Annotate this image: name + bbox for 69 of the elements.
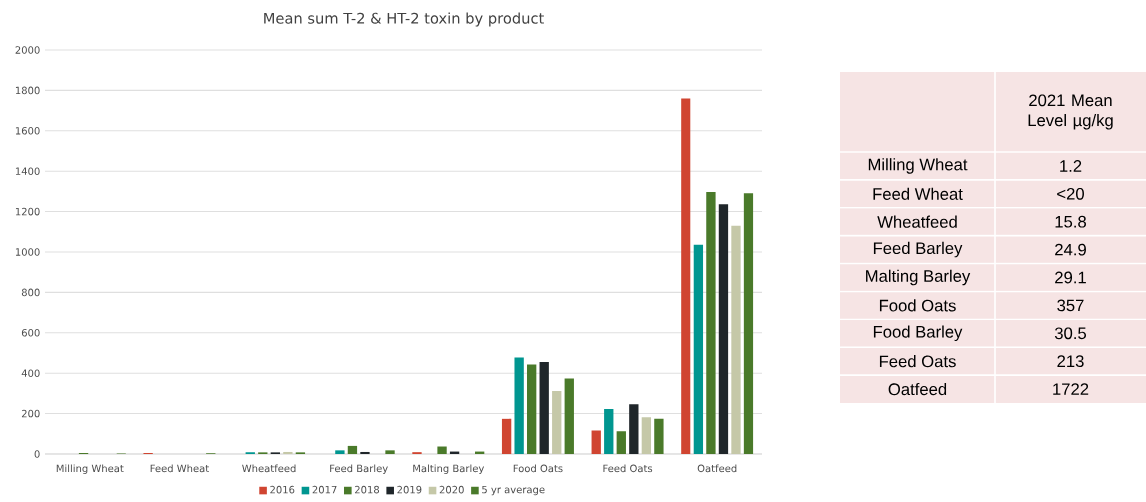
bar [283, 451, 293, 454]
bar [693, 244, 704, 454]
y-tick-label: 2000 [15, 46, 40, 54]
bar [564, 378, 574, 454]
bar [539, 361, 549, 454]
text: 24.9 [1055, 243, 1086, 256]
bar [360, 451, 370, 454]
bar [501, 418, 512, 454]
text: 1722 [1053, 383, 1089, 395]
category-label: Wheatfeed [877, 215, 957, 228]
category-label: Feed Barley [873, 241, 963, 258]
text: 15.8 [1055, 215, 1086, 228]
y-tick-label: 1400 [15, 167, 40, 175]
bar [718, 204, 729, 454]
legend-label: 2016 [270, 485, 295, 494]
x-tick-label: Feed Oats [603, 464, 653, 473]
category-label: Oatfeed [888, 382, 947, 396]
y-tick-label: 1200 [15, 207, 40, 216]
bar [335, 450, 345, 454]
x-tick-label: Malting Barley [413, 464, 485, 475]
category-label: Feed Wheat [873, 187, 963, 200]
legend-label: 2020 [439, 485, 464, 494]
text: 357 [1057, 299, 1084, 312]
y-tick-label: 1600 [15, 127, 40, 135]
category-label: Malting Barley [866, 269, 971, 286]
y-tick-label: 1000 [15, 248, 40, 256]
bar [706, 191, 716, 454]
legend-label: 2017 [312, 485, 337, 494]
bar [743, 193, 754, 454]
bar [654, 418, 664, 454]
bar [527, 364, 537, 454]
text: <20 [1057, 187, 1084, 200]
chart-title: Mean sum T-2 & HT-2 toxin by product [264, 12, 544, 27]
x-tick-label: Feed Wheat [150, 464, 209, 473]
y-tick-label: 0 [34, 450, 40, 458]
bar [514, 357, 524, 454]
bar [629, 404, 639, 454]
x-tick-label: Wheatfeed [242, 464, 296, 473]
y-tick-label: 1800 [15, 86, 40, 95]
bar [604, 408, 614, 454]
x-tick-label: Feed Barley [330, 464, 388, 475]
bar [385, 450, 395, 454]
bar [552, 390, 562, 454]
legend-label: 2019 [397, 485, 422, 494]
y-tick-label: 600 [21, 329, 40, 337]
category-label: Food Barley [873, 325, 963, 342]
text: 30.5 [1054, 327, 1087, 340]
y-tick-label: 800 [21, 288, 40, 297]
text: 1.2 [1060, 160, 1082, 172]
bar [681, 98, 691, 454]
text: 29.1 [1055, 271, 1086, 284]
x-tick-label: Oatfeed [697, 464, 737, 473]
legend-label: 5 yr average [482, 485, 545, 496]
x-tick-label: Food Oats [513, 464, 563, 473]
y-tick-label: 400 [21, 369, 40, 377]
x-tick-label: Milling Wheat [56, 464, 124, 475]
y-tick-label: 200 [21, 409, 40, 418]
text: 213 [1057, 355, 1084, 368]
legend-label: 2018 [355, 485, 380, 494]
category-label: Food Oats [879, 299, 956, 312]
text: 2021 Mean Level µg/kg [1028, 94, 1113, 130]
bar [731, 225, 741, 454]
bar [591, 430, 601, 454]
bar [641, 417, 652, 454]
bar [437, 446, 447, 454]
category-label: Milling Wheat [868, 158, 968, 174]
bar [616, 431, 626, 454]
category-label: Feed Oats [879, 355, 956, 368]
bar [347, 445, 358, 454]
